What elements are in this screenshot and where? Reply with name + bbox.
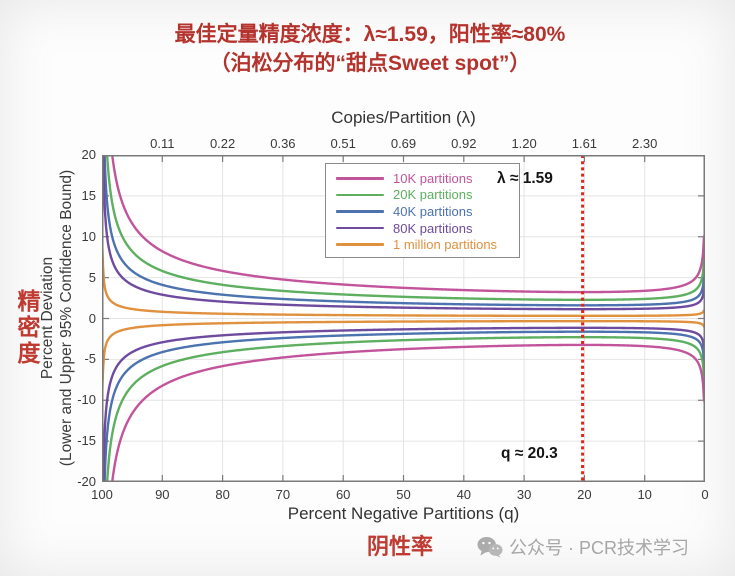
curve-80k-partitions-upper — [102, 155, 705, 311]
plot-border — [102, 155, 705, 482]
top-axis-title: Copies/Partition (λ) — [331, 108, 476, 127]
negative-rate-label-cn: 阴性率 — [366, 534, 433, 559]
legend-swatch — [336, 177, 384, 180]
x-tick-label: 10 — [637, 487, 652, 502]
y-tick-label: 15 — [81, 187, 96, 203]
top-tick-label: 0.69 — [390, 136, 417, 151]
legend: 10K partitions 20K partitions 40K partitio… — [325, 163, 520, 258]
legend-swatch — [336, 243, 384, 246]
y-tick-label: 0 — [88, 310, 96, 326]
y-tick-label: -10 — [77, 392, 96, 408]
curve-20k-partitions-lower — [105, 335, 705, 482]
y-tick-label: -15 — [77, 433, 96, 449]
legend-item-80k-partitions: 80K partitions — [336, 220, 519, 237]
legend-item-20k-partitions: 20K partitions — [336, 187, 519, 204]
curve-20k-partitions-upper — [105, 155, 705, 302]
plot-svg — [102, 155, 705, 482]
wechat-icon — [477, 536, 503, 558]
legend-item-1m-partitions: 1 million partitions — [336, 236, 519, 253]
y-tick-label: -5 — [84, 351, 96, 367]
top-tick-label: 1.20 — [511, 136, 537, 151]
page-title: 最佳定量精度浓度：λ≈1.59，阳性率≈80% （泊松分布的“甜点Sweet s… — [62, 20, 678, 78]
watermark-text: 公众号 · PCR技术学习 — [509, 538, 689, 558]
y-tick-label: -20 — [77, 474, 96, 489]
y-tick-label: 20 — [81, 147, 96, 162]
y-tick-label: 5 — [88, 269, 96, 285]
top-tick-label: 0.51 — [330, 136, 356, 151]
legend-swatch — [336, 210, 384, 213]
q-annotation: q ≈ 20.3 — [501, 445, 558, 462]
legend-label: 10K partitions — [393, 170, 473, 186]
x-tick-label: 0 — [701, 487, 709, 502]
watermark: 公众号 · PCR技术学习 — [476, 534, 689, 560]
legend-label: 40K partitions — [393, 203, 473, 219]
x-tick-label: 30 — [516, 487, 532, 502]
top-tick-label: 1.61 — [571, 136, 598, 151]
legend-swatch — [336, 226, 384, 230]
title-line-1: 最佳定量精度浓度：λ≈1.59，阳性率≈80% — [174, 23, 566, 46]
top-tick-label: 2.30 — [632, 136, 658, 151]
curve-80k-partitions-lower — [102, 326, 705, 482]
x-tick-label: 60 — [335, 487, 351, 502]
legend-label: 80K partitions — [393, 220, 473, 236]
x-tick-label: 70 — [275, 487, 291, 502]
lambda-annotation: λ ≈ 1.59 — [497, 170, 553, 187]
top-tick-label: 0.92 — [451, 136, 477, 151]
title-line-2: （泊松分布的“甜点Sweet spot”） — [209, 52, 531, 75]
x-tick-label: 80 — [215, 487, 230, 502]
y-tick-label: 10 — [81, 228, 96, 244]
legend-label: 1 million partitions — [393, 237, 498, 253]
curve-40k-partitions-upper — [103, 155, 705, 307]
curve-40k-partitions-lower — [103, 330, 705, 482]
legend-item-10k-partitions: 10K partitions — [336, 170, 519, 187]
x-axis-title: Percent Negative Partitions (q) — [287, 504, 520, 523]
top-tick-label: 0.22 — [209, 136, 236, 151]
y-axis-title-line-1: Percent Deviation — [39, 256, 56, 380]
legend-label: 20K partitions — [393, 187, 473, 203]
top-tick-label: 0.36 — [270, 136, 296, 151]
legend-swatch — [336, 193, 384, 197]
top-tick-label: 0.11 — [150, 136, 175, 151]
x-tick-label: 90 — [155, 487, 170, 502]
x-tick-label: 40 — [456, 487, 472, 502]
x-tick-label: 50 — [396, 487, 411, 502]
x-tick-label: 20 — [577, 487, 592, 502]
curve-1m-partitions-upper — [102, 238, 705, 318]
x-tick-label: 100 — [91, 487, 113, 502]
curve-1m-partitions-lower — [102, 319, 705, 399]
legend-item-40k-partitions: 40K partitions — [336, 203, 519, 220]
precision-label-cn: 精密度 — [14, 289, 40, 367]
curve-10k-partitions-lower — [110, 343, 705, 482]
plot-area: 10K partitions 20K partitions 40K partitio… — [102, 155, 705, 482]
curve-10k-partitions-upper — [110, 155, 705, 294]
